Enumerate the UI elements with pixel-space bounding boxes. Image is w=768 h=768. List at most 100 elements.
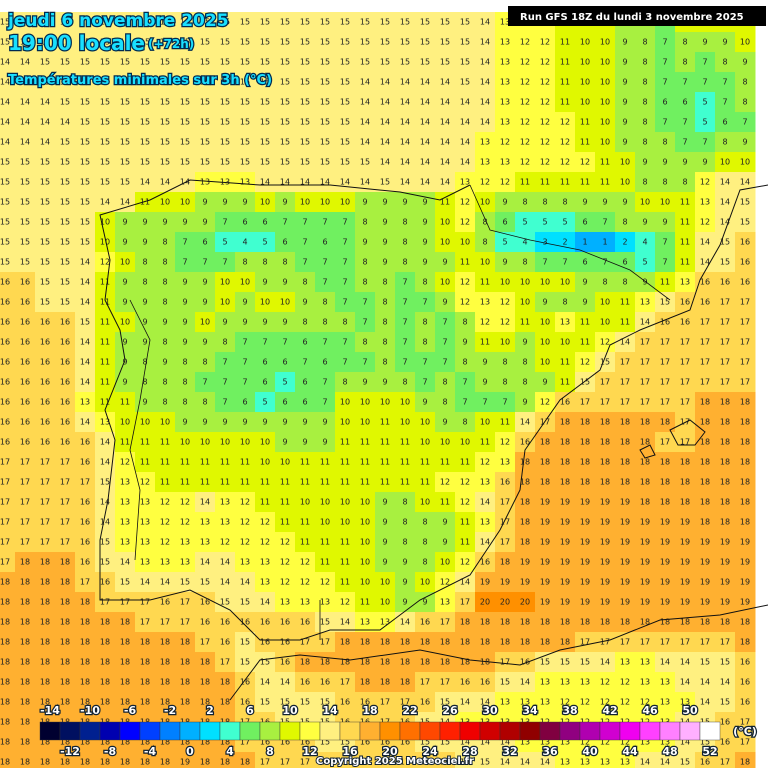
temp-cell	[0, 412, 16, 433]
temp-cell	[415, 132, 436, 153]
temp-cell	[575, 452, 596, 473]
temp-value: 15	[280, 58, 290, 67]
temp-value: 11	[460, 258, 470, 267]
temp-value: 10	[560, 338, 570, 347]
temp-value: 9	[582, 198, 587, 207]
temp-cell	[55, 212, 76, 233]
temp-cell	[435, 392, 456, 413]
temp-value: 15	[200, 38, 210, 47]
temp-value: 10	[460, 438, 470, 447]
temp-cell	[335, 32, 356, 53]
temp-value: 14	[340, 178, 350, 187]
temp-cell	[55, 12, 76, 33]
legend-swatch	[139, 721, 161, 741]
temp-cell	[215, 312, 236, 333]
temp-cell	[355, 112, 376, 133]
temp-value: 17	[720, 638, 730, 647]
temp-value: 14	[460, 138, 470, 147]
temp-value: 9	[182, 338, 187, 347]
temp-value: 17	[440, 618, 450, 627]
temp-value: 15	[100, 478, 110, 487]
temp-cell	[735, 232, 756, 253]
temp-cell	[355, 72, 376, 93]
legend-swatch	[499, 721, 521, 741]
temp-value: 9	[122, 378, 127, 387]
temp-value: 15	[120, 578, 130, 587]
temp-value: 18	[180, 678, 190, 687]
temp-cell	[595, 412, 616, 433]
temp-value: 9	[462, 338, 467, 347]
temp-cell	[415, 312, 436, 333]
temp-cell	[315, 12, 336, 33]
temp-value: 19	[580, 538, 590, 547]
temp-value: 15	[240, 98, 250, 107]
temp-cell	[595, 112, 616, 133]
temp-value: 15	[440, 38, 450, 47]
temp-value: 12	[480, 458, 490, 467]
temp-value: 19	[640, 518, 650, 527]
temp-value: 14	[420, 178, 430, 187]
temp-value: 15	[220, 158, 230, 167]
temp-value: 19	[620, 598, 630, 607]
temp-value: 17	[460, 598, 470, 607]
temp-value: 10	[460, 238, 470, 247]
temp-cell	[695, 152, 716, 173]
temp-value: 9	[122, 298, 127, 307]
temp-value: 18	[720, 398, 730, 407]
temp-cell	[275, 92, 296, 113]
temp-cell	[555, 332, 576, 353]
temp-cell	[415, 532, 436, 553]
temp-cell	[215, 152, 236, 173]
temp-value: 17	[500, 658, 510, 667]
temp-cell	[195, 152, 216, 173]
temp-cell	[155, 212, 176, 233]
temp-value: 6	[302, 378, 307, 387]
temp-value: 11	[380, 458, 390, 467]
temp-value: 18	[200, 678, 210, 687]
temp-cell	[635, 52, 656, 73]
temp-value: 18	[740, 418, 750, 427]
temp-cell	[675, 432, 696, 453]
temp-cell	[735, 372, 756, 393]
temp-cell	[595, 32, 616, 53]
temp-value: 16	[80, 538, 90, 547]
temp-value: 13	[540, 698, 550, 707]
copyright: Copyright 2025 Meteociel.fr	[316, 756, 474, 767]
temp-cell	[15, 512, 36, 533]
temp-value: 16	[20, 338, 30, 347]
temp-value: 16	[700, 298, 710, 307]
temp-cell	[95, 512, 116, 533]
temp-value: 16	[60, 438, 70, 447]
temp-cell	[115, 392, 136, 413]
temp-value: 16	[60, 378, 70, 387]
temp-value: 15	[260, 138, 270, 147]
temp-value: 9	[482, 378, 487, 387]
temp-value: 18	[60, 558, 70, 567]
temp-value: 18	[20, 758, 30, 767]
temp-cell	[155, 432, 176, 453]
temp-value: 16	[80, 498, 90, 507]
temp-value: 17	[720, 338, 730, 347]
temp-value: 10	[480, 258, 490, 267]
temp-cell	[95, 32, 116, 53]
temp-value: 17	[700, 338, 710, 347]
temp-cell	[55, 432, 76, 453]
temp-value: 17	[20, 518, 30, 527]
temp-value: 9	[422, 258, 427, 267]
temp-value: 15	[280, 38, 290, 47]
temp-value: 18	[140, 678, 150, 687]
temp-value: 18	[600, 418, 610, 427]
temp-cell	[335, 532, 356, 553]
temp-cell	[675, 352, 696, 373]
temp-cell	[155, 332, 176, 353]
temp-value: 16	[0, 298, 10, 307]
temp-value: 15	[0, 238, 10, 247]
temp-cell	[375, 192, 396, 213]
temp-cell	[235, 432, 256, 453]
temp-cell	[175, 232, 196, 253]
temp-cell	[455, 452, 476, 473]
temp-value: 19	[620, 518, 630, 527]
temp-value: 10	[420, 578, 430, 587]
temp-cell	[255, 72, 276, 93]
temp-value: 15	[340, 38, 350, 47]
